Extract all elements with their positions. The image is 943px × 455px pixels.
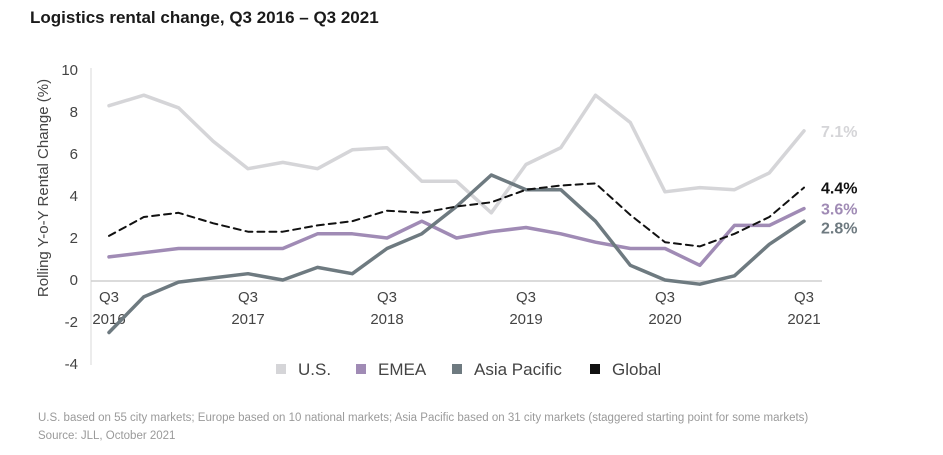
y-tick-label: 6 bbox=[70, 146, 78, 163]
x-tick-year: 2021 bbox=[787, 311, 820, 328]
series-line-emea bbox=[107, 206, 806, 268]
y-tick-label: 10 bbox=[61, 62, 78, 79]
legend-swatch bbox=[356, 364, 366, 374]
footnote-source: Source: JLL, October 2021 bbox=[38, 430, 176, 442]
x-tick-year: 2019 bbox=[509, 311, 542, 328]
x-tick-quarter: Q3 bbox=[377, 289, 397, 306]
y-tick-label: 2 bbox=[70, 230, 78, 247]
series-line-global bbox=[108, 182, 805, 248]
end-label-asia-pacific: 2.8% bbox=[821, 221, 857, 238]
x-tick-year: 2020 bbox=[648, 311, 681, 328]
legend-label: Asia Pacific bbox=[474, 360, 562, 379]
series-line-u-s bbox=[107, 93, 806, 215]
legend-swatch bbox=[276, 364, 286, 374]
x-tick-quarter: Q3 bbox=[99, 289, 119, 306]
y-tick-label: -2 bbox=[65, 314, 78, 331]
series-end-labels: 7.1% 4.4% 3.6% 2.8% bbox=[821, 124, 857, 238]
x-tick-quarter: Q3 bbox=[516, 289, 536, 306]
end-label-global: 4.4% bbox=[821, 181, 857, 198]
y-tick-label: -4 bbox=[65, 356, 78, 373]
x-tick-quarter: Q3 bbox=[238, 289, 258, 306]
y-tick-label: 4 bbox=[70, 188, 78, 205]
chart-title: Logistics rental change, Q3 2016 – Q3 20… bbox=[30, 8, 379, 27]
legend-label: EMEA bbox=[378, 360, 427, 379]
legend: U.S. EMEA Asia Pacific Global bbox=[276, 360, 661, 379]
y-tick-label: 0 bbox=[70, 272, 78, 289]
y-axis-label: Rolling Y-o-Y Rental Change (%) bbox=[35, 79, 52, 297]
series-line-asia-pacific bbox=[107, 173, 806, 335]
footnote-markets: U.S. based on 55 city markets; Europe ba… bbox=[38, 412, 809, 424]
y-tick-label: 8 bbox=[70, 104, 78, 121]
x-tick-quarter: Q3 bbox=[655, 289, 675, 306]
legend-label: U.S. bbox=[298, 360, 331, 379]
legend-swatch bbox=[590, 364, 600, 374]
legend-swatch bbox=[452, 364, 462, 374]
end-label-emea: 3.6% bbox=[821, 202, 857, 219]
y-tick-labels: 10 8 6 4 2 0 -2 -4 bbox=[61, 62, 78, 373]
series-lines bbox=[107, 93, 806, 335]
end-label-u-s: 7.1% bbox=[821, 124, 857, 141]
x-tick-year: 2018 bbox=[370, 311, 403, 328]
legend-label: Global bbox=[612, 360, 661, 379]
x-tick-quarter: Q3 bbox=[794, 289, 814, 306]
line-chart: Rolling Y-o-Y Rental Change (%) 10 8 6 4 2 0 -… bbox=[35, 62, 857, 379]
x-tick-year: 2017 bbox=[231, 311, 264, 328]
